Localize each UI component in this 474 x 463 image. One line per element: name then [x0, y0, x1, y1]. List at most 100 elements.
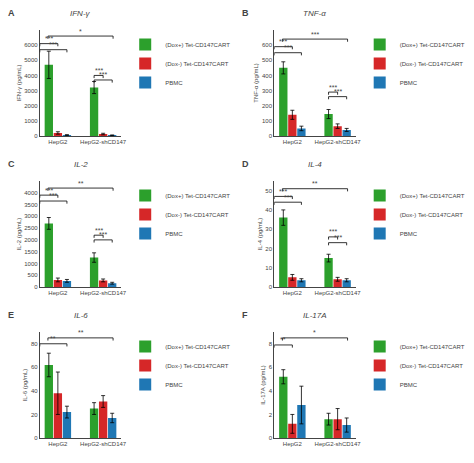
svg-text:***: ***: [45, 35, 53, 42]
svg-text:IL-4: IL-4: [308, 160, 322, 169]
svg-text:4000: 4000: [24, 190, 38, 196]
svg-text:IL-6 (pg/mL): IL-6 (pg/mL): [22, 369, 28, 402]
svg-text:TNF-α (pg/mL): TNF-α (pg/mL): [253, 63, 259, 102]
svg-text:3500: 3500: [24, 202, 38, 208]
svg-text:5000: 5000: [24, 57, 38, 63]
svg-text:(Dox-) Tet-CD147CART: (Dox-) Tet-CD147CART: [400, 212, 463, 218]
svg-text:D: D: [242, 159, 249, 169]
svg-text:(Dox-) Tet-CD147CART: (Dox-) Tet-CD147CART: [400, 363, 463, 369]
svg-text:(Dox-) Tet-CD147CART: (Dox-) Tet-CD147CART: [400, 61, 463, 67]
svg-text:A: A: [8, 8, 15, 18]
svg-text:**: **: [78, 180, 84, 187]
svg-text:HepG2: HepG2: [48, 139, 68, 145]
svg-text:*: *: [313, 329, 316, 336]
svg-text:**: **: [280, 336, 286, 343]
svg-text:(Dox+) Tet-CD147CART: (Dox+) Tet-CD147CART: [165, 193, 230, 199]
svg-text:***: ***: [334, 88, 342, 95]
svg-text:40: 40: [31, 388, 38, 394]
svg-text:***: ***: [95, 227, 103, 234]
svg-text:HepG2: HepG2: [283, 139, 303, 145]
svg-text:E: E: [8, 310, 14, 320]
svg-text:PBMC: PBMC: [400, 80, 418, 86]
svg-text:***: ***: [284, 194, 292, 201]
svg-text:IFN-γ: IFN-γ: [70, 9, 91, 18]
svg-text:*: *: [79, 28, 82, 35]
svg-text:IL-17A (pg/mL): IL-17A (pg/mL): [260, 365, 266, 405]
svg-text:***: ***: [49, 41, 57, 48]
svg-text:PBMC: PBMC: [400, 382, 418, 388]
svg-text:***: ***: [334, 234, 342, 241]
svg-text:0: 0: [34, 284, 38, 290]
svg-text:0: 0: [269, 133, 273, 139]
svg-text:0: 0: [34, 435, 38, 441]
svg-text:***: ***: [329, 228, 337, 235]
svg-text:30: 30: [265, 226, 272, 232]
svg-text:6: 6: [269, 364, 273, 370]
svg-text:2500: 2500: [24, 225, 38, 231]
svg-text:1000: 1000: [24, 261, 38, 267]
svg-text:0: 0: [34, 133, 38, 139]
svg-text:(Dox-) Tet-CD147CART: (Dox-) Tet-CD147CART: [165, 363, 228, 369]
svg-text:IL-2 (pg/mL): IL-2 (pg/mL): [16, 218, 22, 251]
svg-text:3000: 3000: [24, 213, 38, 219]
svg-text:B: B: [242, 8, 249, 18]
svg-text:20: 20: [265, 246, 272, 252]
svg-text:PBMC: PBMC: [400, 231, 418, 237]
svg-text:HepG2-shCD147: HepG2-shCD147: [80, 139, 127, 145]
svg-text:IL-17A: IL-17A: [303, 311, 327, 320]
svg-text:2000: 2000: [24, 237, 38, 243]
svg-text:6000: 6000: [24, 42, 38, 48]
svg-text:***: ***: [279, 188, 287, 195]
svg-text:4: 4: [269, 388, 273, 394]
svg-text:PBMC: PBMC: [165, 382, 183, 388]
svg-text:HepG2-shCD147: HepG2-shCD147: [315, 290, 362, 296]
svg-text:***: ***: [99, 231, 107, 238]
svg-text:200: 200: [262, 103, 273, 109]
svg-text:HepG2: HepG2: [48, 441, 68, 447]
svg-text:100: 100: [262, 118, 273, 124]
svg-text:500: 500: [262, 57, 273, 63]
svg-text:80: 80: [31, 341, 38, 347]
svg-text:HepG2: HepG2: [283, 290, 303, 296]
svg-text:**: **: [312, 180, 318, 187]
svg-text:HepG2-shCD147: HepG2-shCD147: [80, 441, 127, 447]
svg-text:HepG2-shCD147: HepG2-shCD147: [315, 441, 362, 447]
svg-text:4000: 4000: [24, 73, 38, 79]
svg-text:IL-2: IL-2: [74, 160, 88, 169]
svg-text:(Dox+) Tet-CD147CART: (Dox+) Tet-CD147CART: [400, 193, 465, 199]
svg-text:(Dox-) Tet-CD147CART: (Dox-) Tet-CD147CART: [165, 212, 228, 218]
svg-text:***: ***: [284, 44, 292, 51]
svg-text:500: 500: [28, 272, 39, 278]
svg-text:600: 600: [262, 42, 273, 48]
svg-text:(Dox+) Tet-CD147CART: (Dox+) Tet-CD147CART: [400, 42, 465, 48]
svg-text:***: ***: [99, 71, 107, 78]
svg-text:1000: 1000: [24, 118, 38, 124]
svg-text:400: 400: [262, 73, 273, 79]
svg-text:300: 300: [262, 88, 273, 94]
svg-text:0: 0: [269, 435, 273, 441]
svg-text:***: ***: [95, 67, 103, 74]
svg-text:HepG2-shCD147: HepG2-shCD147: [80, 290, 127, 296]
svg-text:(Dox+) Tet-CD147CART: (Dox+) Tet-CD147CART: [165, 42, 230, 48]
svg-text:(Dox+) Tet-CD147CART: (Dox+) Tet-CD147CART: [165, 344, 230, 350]
svg-text:***: ***: [311, 31, 319, 38]
svg-text:PBMC: PBMC: [165, 231, 183, 237]
svg-text:IL-4 (pg/mL): IL-4 (pg/mL): [257, 218, 263, 251]
svg-text:HepG2-shCD147: HepG2-shCD147: [315, 139, 362, 145]
svg-text:IFN-γ (pg/mL): IFN-γ (pg/mL): [16, 64, 22, 101]
svg-text:F: F: [242, 310, 248, 320]
svg-text:(Dox-) Tet-CD147CART: (Dox-) Tet-CD147CART: [165, 61, 228, 67]
svg-text:***: ***: [279, 38, 287, 45]
svg-text:HepG2: HepG2: [48, 290, 68, 296]
svg-text:PBMC: PBMC: [165, 80, 183, 86]
svg-text:TNF-α: TNF-α: [303, 9, 326, 18]
svg-text:HepG2: HepG2: [283, 441, 303, 447]
svg-text:60: 60: [31, 364, 38, 370]
svg-text:3000: 3000: [24, 88, 38, 94]
svg-text:40: 40: [265, 207, 272, 213]
svg-text:0: 0: [269, 284, 273, 290]
svg-text:IL-6: IL-6: [74, 311, 88, 320]
svg-text:2: 2: [269, 412, 273, 418]
svg-text:1500: 1500: [24, 249, 38, 255]
svg-text:8: 8: [269, 341, 273, 347]
